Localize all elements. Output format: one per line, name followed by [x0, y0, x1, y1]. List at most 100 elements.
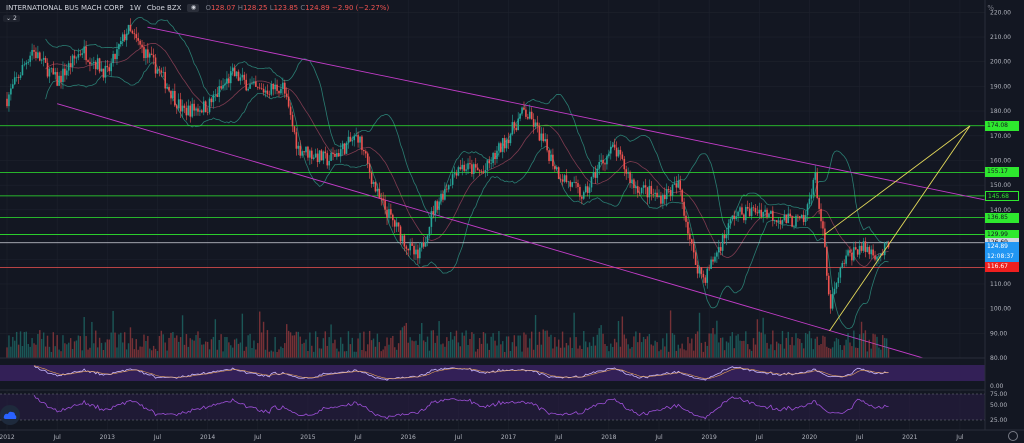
volume-bar [671, 333, 674, 358]
exchange-label: Cboe BZX [146, 4, 182, 12]
volume-bar [810, 338, 813, 358]
candle-body [581, 196, 583, 199]
volume-bar [384, 346, 386, 358]
volume-bar [469, 338, 471, 358]
volume-bar [797, 338, 799, 358]
candle-body [79, 54, 82, 55]
candle-body [147, 49, 149, 58]
time-axis-label: Jul [755, 434, 764, 441]
volume-bar [721, 337, 724, 358]
price-tag[interactable]: 155.17 [985, 167, 1019, 178]
volume-bar [496, 345, 498, 358]
volume-bar [621, 316, 624, 358]
volume-bar [612, 347, 614, 358]
volume-bar [513, 335, 516, 358]
change-value: −2.90 (−2.27%) [331, 4, 390, 12]
price-axis-label: 110.00 [990, 281, 1011, 288]
candle-body [868, 246, 871, 255]
candle-body [87, 60, 89, 62]
candle-body [594, 172, 597, 178]
candle-body [355, 134, 357, 136]
eye-icon[interactable]: ◉ [187, 4, 200, 12]
tradingview-logo-button[interactable] [0, 405, 20, 425]
candle-body [438, 201, 440, 210]
price-tag[interactable]: 145.68 [985, 190, 1019, 201]
volume-bar [658, 351, 660, 358]
scale-mode-label[interactable]: % [987, 4, 994, 12]
candle-body [746, 206, 749, 209]
candle-body [27, 61, 30, 63]
volume-bar [179, 337, 182, 358]
volume-bar [71, 349, 74, 358]
candle-body [772, 210, 774, 221]
candle-body [658, 195, 660, 197]
price-tag[interactable]: 12:08:37 [985, 252, 1019, 263]
volume-bar [259, 311, 261, 358]
cloud-icon [3, 411, 17, 419]
candle-body [314, 153, 317, 158]
volume-bar [698, 312, 701, 358]
price-tag[interactable]: 174.08 [985, 120, 1019, 131]
volume-bar [463, 335, 465, 358]
candle-body [480, 171, 483, 172]
candle-body [197, 108, 199, 112]
candle-body [831, 293, 834, 309]
candle-body [201, 110, 203, 113]
volume-bar [585, 341, 587, 358]
candle-body [262, 88, 265, 93]
candle-body [878, 255, 880, 257]
candle-body [534, 122, 537, 127]
candle-body [826, 246, 828, 276]
volume-bar [853, 330, 855, 358]
candle-body [461, 164, 464, 170]
candle-body [64, 68, 66, 76]
volume-bar [602, 333, 604, 358]
volume-bar [301, 343, 303, 358]
candle-body [743, 214, 745, 221]
volume-bar [725, 341, 728, 358]
candle-body [793, 226, 795, 228]
candle-body [403, 235, 406, 247]
symbol-name[interactable]: INTERNATIONAL BUS MACH CORP [6, 4, 124, 12]
candle-body [457, 167, 460, 176]
candle-body [58, 75, 60, 86]
volume-bar [750, 350, 753, 358]
volume-bar [808, 331, 811, 358]
volume-bar [66, 344, 68, 358]
volume-bar [571, 347, 573, 358]
candle-body [291, 114, 294, 127]
price-tag[interactable]: 136.85 [985, 212, 1019, 223]
candle-body [669, 189, 672, 196]
price-tag[interactable]: 129.99 [985, 229, 1019, 240]
volume-bar [324, 331, 326, 358]
candle-body [507, 139, 510, 144]
volume-bar [295, 331, 298, 358]
candle-body [172, 90, 174, 99]
volume-bar [156, 351, 159, 358]
volume-bar [802, 348, 805, 358]
volume-bar [615, 342, 618, 358]
volume-bar [660, 349, 662, 358]
candle-body [25, 62, 28, 65]
interval-label[interactable]: 1W [129, 4, 141, 12]
price-tag[interactable]: 116.67 [985, 262, 1019, 273]
candle-body [123, 34, 126, 41]
volume-bar [276, 351, 278, 358]
volume-bar [461, 332, 463, 358]
volume-bar [370, 340, 373, 358]
volume-bar [85, 336, 87, 358]
time-axis-label: 2016 [401, 434, 416, 441]
candle-body [33, 50, 35, 52]
candle-body [727, 223, 730, 235]
candle-body [204, 101, 207, 113]
volume-bar [880, 349, 882, 358]
candle-body [245, 79, 248, 91]
candle-body [446, 188, 448, 190]
candle-body [247, 88, 249, 91]
gear-icon[interactable] [1008, 431, 1018, 441]
volume-bar [507, 336, 510, 358]
indicator-collapse-button[interactable]: ⌄ 2 [3, 15, 20, 22]
price-tag[interactable]: 124.89 [985, 242, 1019, 253]
volume-bar [548, 336, 550, 358]
